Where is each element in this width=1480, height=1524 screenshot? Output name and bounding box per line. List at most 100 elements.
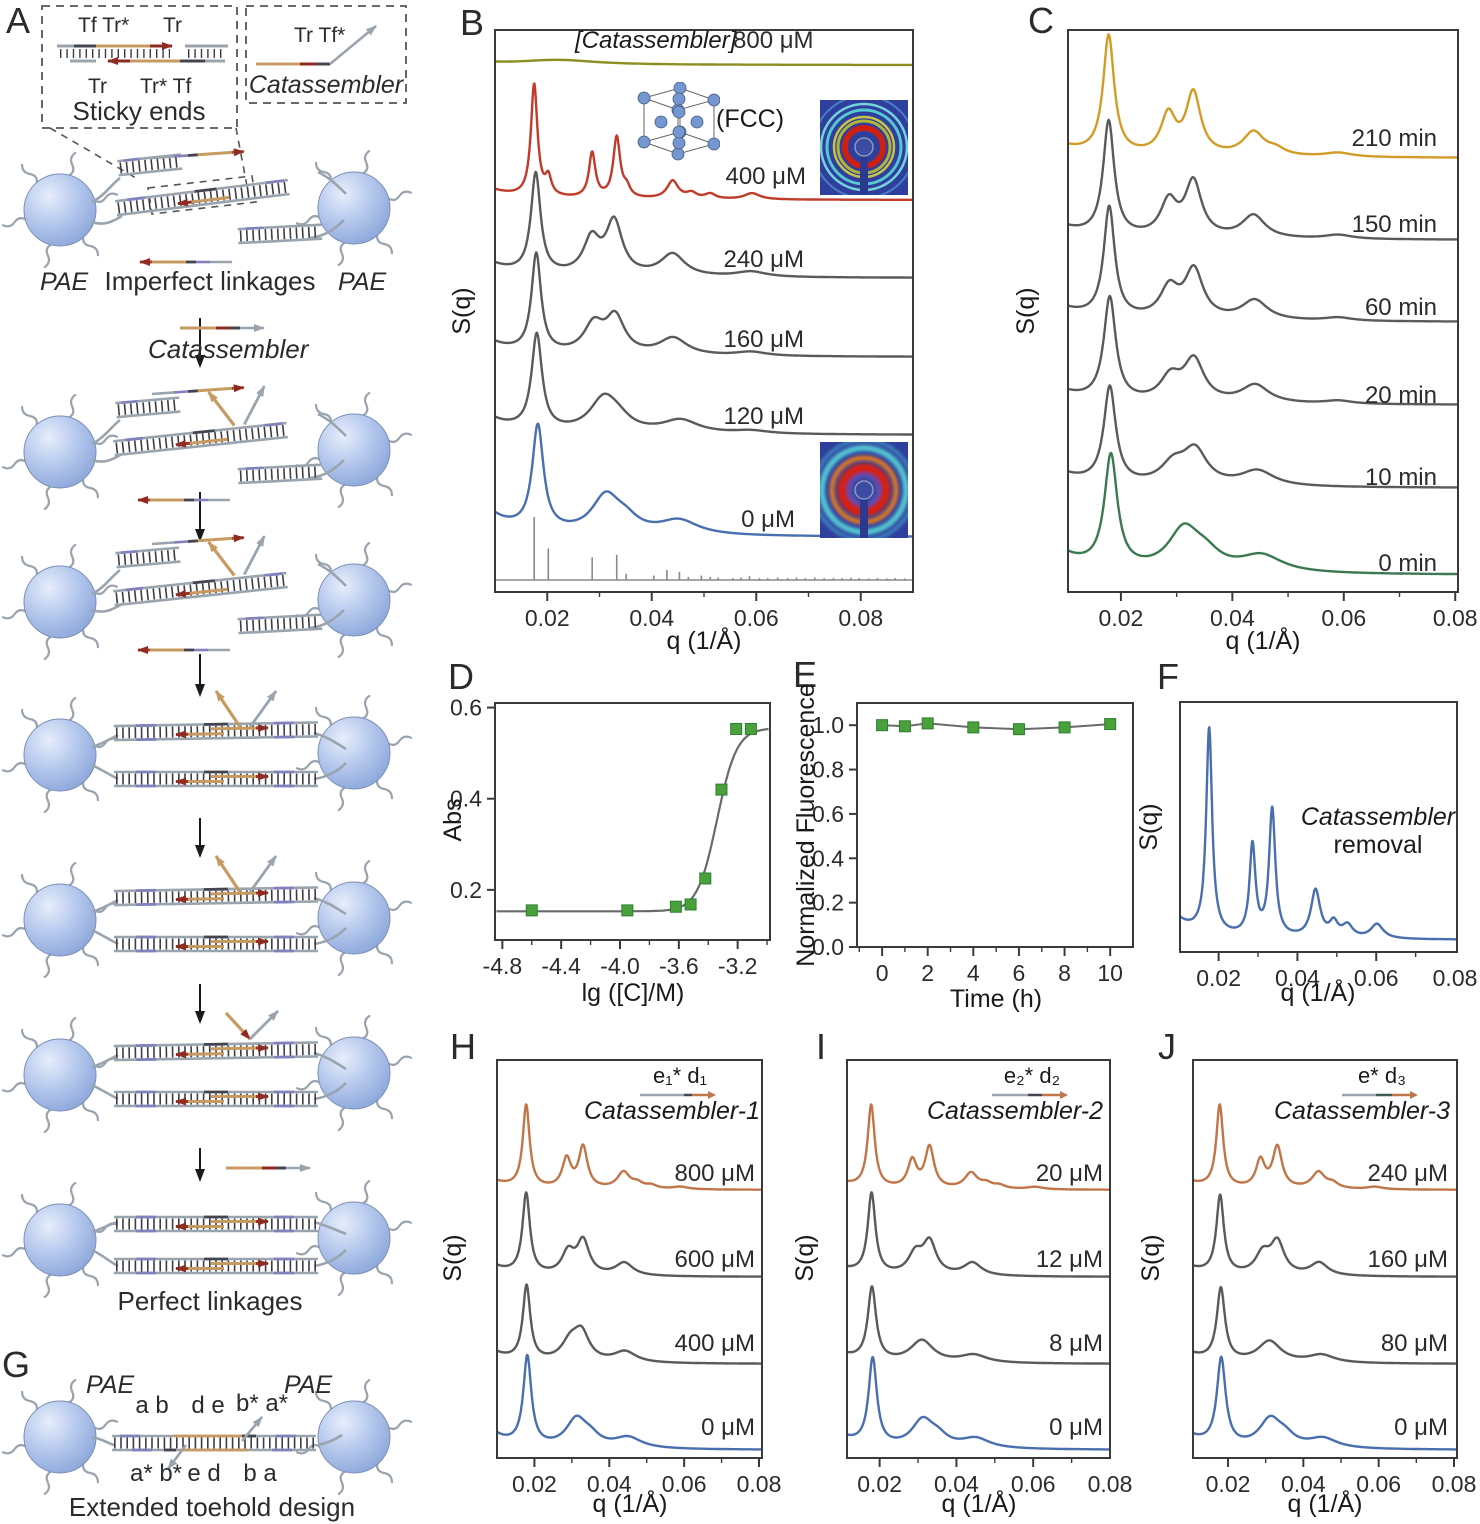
y-tick-label: 0.2 (812, 890, 844, 916)
curve-B-1 (496, 82, 912, 201)
panel-letter-d: D (448, 656, 474, 697)
x-tick-label: 0.02 (1196, 965, 1241, 991)
callout-line-right (235, 127, 248, 187)
h-label-600um: 600 μM (674, 1246, 755, 1273)
x-tick-label: 0.08 (1433, 965, 1478, 991)
panel-letter-e: E (793, 654, 818, 695)
curves-C (1069, 33, 1457, 576)
x-tick-label: 0.02 (857, 1471, 902, 1497)
toehold-top-label-1: a b (135, 1392, 168, 1419)
y-tick-label: 0.6 (450, 695, 482, 721)
data-point (525, 904, 538, 917)
curve-B-2 (496, 170, 912, 279)
curve-H-2 (498, 1283, 761, 1365)
curve-label-800um: 800 μM (733, 27, 814, 54)
x-tick-label: 10 (1097, 960, 1123, 986)
y-tick-label: 0.4 (812, 845, 844, 871)
x-tick-label: 0.04 (1275, 965, 1320, 991)
e-ylabel: Normalized Fluorescence (791, 683, 820, 967)
catassembler-series-title: [Catassembler] (575, 27, 737, 54)
sticky-ends-title: Sticky ends (73, 96, 206, 126)
x-tick-label: -3.6 (659, 953, 699, 979)
perfect-linkages-caption: Perfect linkages (118, 1286, 303, 1316)
x-tick-label: 0.04 (934, 1471, 979, 1497)
h-catassembler-name: Catassembler-1 (583, 1097, 760, 1125)
i-xlabel: q (1/Å) (941, 1490, 1017, 1518)
f-annotation-line2: removal (1333, 831, 1423, 859)
x-tick-label: 0.04 (1281, 1471, 1326, 1497)
x-tick-label: 8 (1058, 960, 1071, 986)
fcc-label: (FCC) (716, 105, 785, 133)
axis-box-C (1067, 29, 1459, 593)
data-point (1058, 721, 1071, 734)
data-point (921, 717, 934, 730)
y-tick-label: 0.4 (450, 786, 482, 812)
curve-C-1 (1069, 118, 1457, 241)
toehold-top-label-2: d e (191, 1392, 224, 1419)
data-point (621, 904, 634, 917)
data-point (669, 900, 682, 913)
h-ylabel: S(q) (438, 1234, 467, 1282)
callout-parallelogram (147, 175, 257, 215)
data-point (876, 719, 889, 732)
data-point (1012, 723, 1025, 736)
curve-H-3 (498, 1353, 761, 1451)
f-xlabel: q (1/Å) (1280, 979, 1356, 1007)
pae-pair-imperfect: PAE Imperfect linkages PAE (2, 150, 411, 296)
panel-letter-c: C (1028, 0, 1054, 41)
y-tick-label: 0.6 (812, 801, 844, 827)
data-point (744, 722, 757, 735)
curves-H (498, 1103, 761, 1451)
x-tick-label: -4.8 (483, 953, 523, 979)
sticky-bottom-right-label: Tr* Tf (140, 75, 191, 98)
axis-box-J (1192, 1059, 1458, 1459)
curve-J-2 (1194, 1285, 1456, 1365)
x-tick-label: 0.02 (512, 1471, 557, 1497)
panel-J: 0.02 0.04 0.06 0.08 (1192, 1059, 1476, 1497)
catassembler-box-label: Tr Tf* (294, 24, 345, 47)
panel-H: 0.02 0.04 0.06 0.08 (496, 1059, 782, 1497)
h-label-400um: 400 μM (674, 1330, 755, 1357)
panel-letter-b: B (460, 2, 485, 43)
extended-toehold-caption: Extended toehold design (69, 1492, 355, 1522)
axis-box-I (846, 1059, 1111, 1459)
x-tick-label: 0.08 (1433, 605, 1478, 631)
curve-B-4 (496, 331, 912, 436)
catassembler-motif-arrow (1340, 1088, 1420, 1106)
catassembler-box-title: Catassembler (249, 71, 405, 99)
x-tick-label: 0.08 (737, 1471, 782, 1497)
curve-I-0 (848, 1103, 1109, 1191)
panel-a-schematic: Tf Tr* Tr Tr Tr* Tf Sticky ends Tr Tf* C… (0, 5, 455, 1522)
panel-letter-j: J (1158, 1026, 1176, 1067)
data-point (898, 720, 911, 733)
axis-box-F (1179, 701, 1458, 953)
x-tick-label: 6 (1013, 960, 1026, 986)
panel-letter-g: G (2, 1344, 31, 1385)
saxs-2d-pattern-disordered (820, 442, 908, 543)
x-tick-label: 0.04 (1210, 605, 1255, 631)
x-tick-label: 2 (921, 960, 934, 986)
saxs-2d-pattern-ordered (820, 100, 908, 200)
extended-toehold-schematic: PAE PAE a b d e b* a* a* b* e d b a (2, 1371, 411, 1495)
sticky-top-right-label: Tr (163, 14, 182, 37)
axis-box-H (496, 1059, 763, 1459)
fit-curve (496, 727, 769, 913)
catassembler-box: Tr Tf* Catassembler (245, 5, 407, 104)
pae-label-right: PAE (338, 268, 386, 296)
fcc-unit-cell-inset (636, 81, 721, 169)
x-tick-label: 0.06 (1321, 605, 1366, 631)
data-point (699, 872, 712, 885)
data-point (730, 722, 743, 735)
sticky-bottom-left-label: Tr (88, 75, 107, 98)
x-tick-label: 0.04 (587, 1471, 632, 1497)
curve-C-4 (1069, 384, 1457, 489)
h-label-800um: 800 μM (674, 1160, 755, 1187)
panel-letter-h: H (450, 1026, 476, 1067)
y-tick-label: 0.0 (812, 934, 844, 960)
curve-B-3 (496, 251, 912, 358)
pae-label-left: PAE (86, 1371, 134, 1399)
data-point (967, 721, 980, 734)
panel-B: 0.02 0.04 0.06 0.08 (494, 29, 914, 631)
curve-label-0um: 0 μM (741, 506, 795, 533)
